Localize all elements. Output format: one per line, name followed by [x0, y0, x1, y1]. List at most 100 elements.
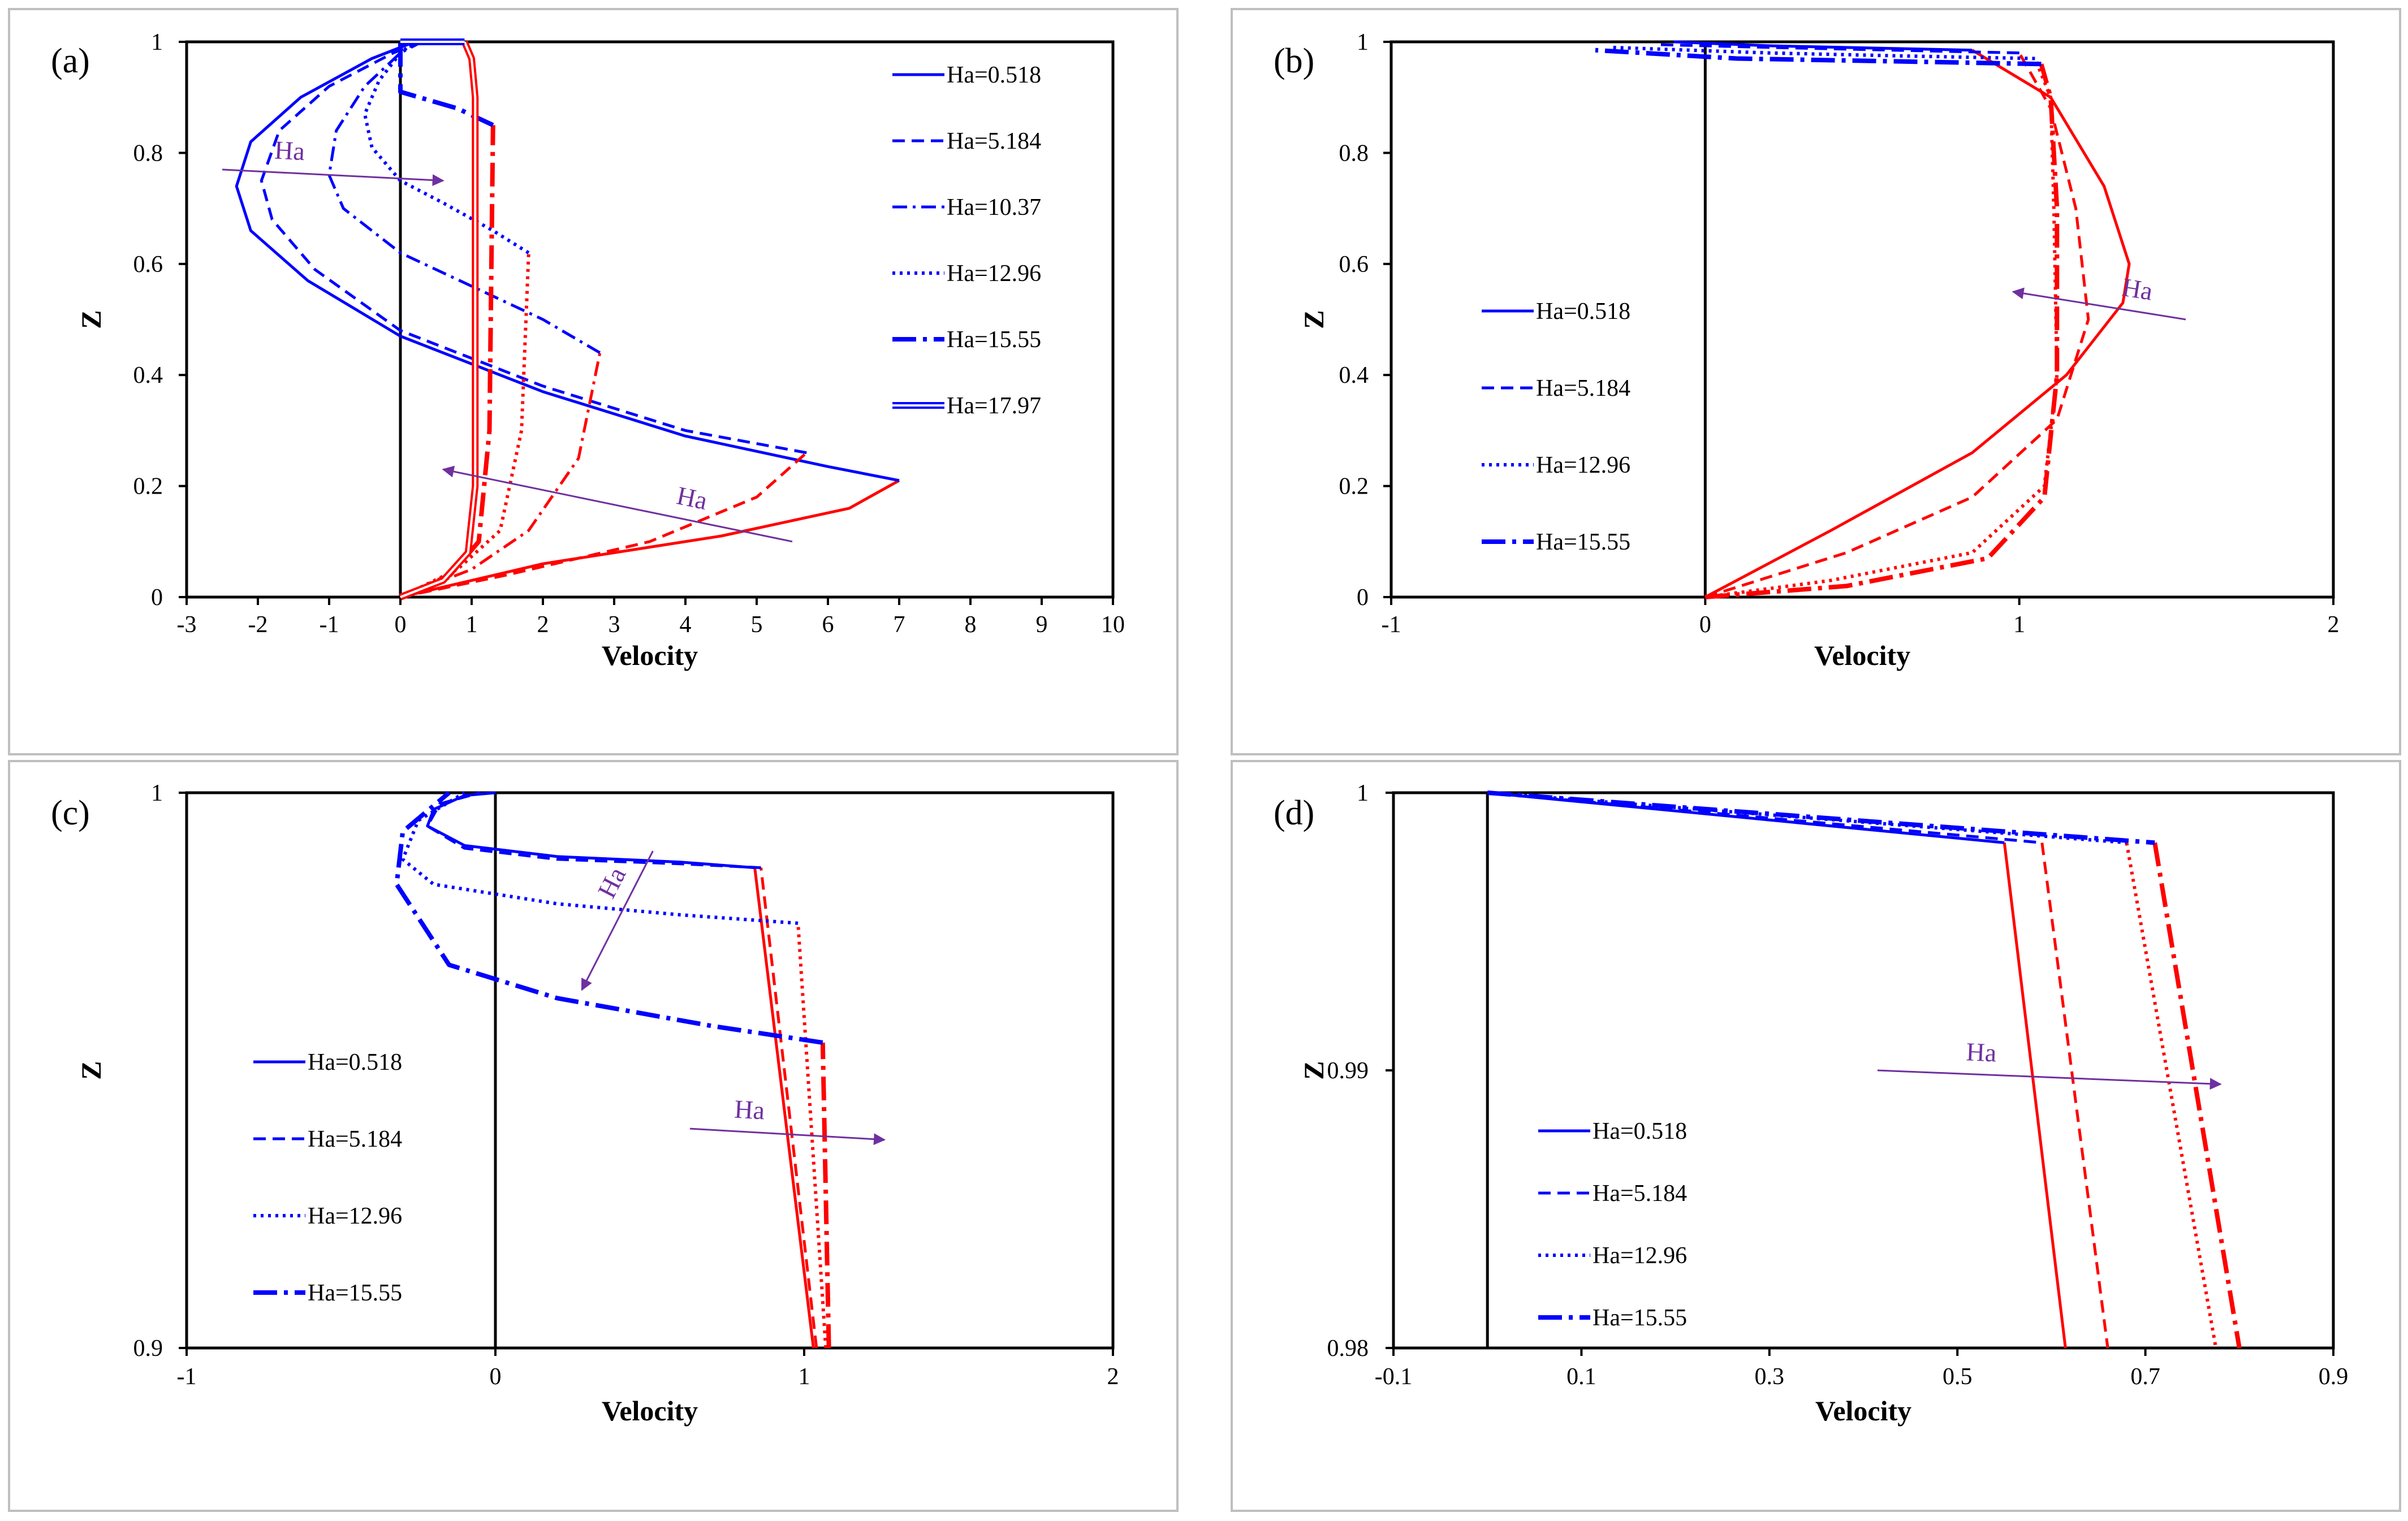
x-axis-title: Velocity	[1815, 1395, 1911, 1427]
panel-label: (c)	[51, 794, 90, 832]
y-tick-label: 0.2	[133, 474, 163, 500]
series-line-red-3	[820, 1042, 831, 1349]
legend-label: Ha=0.518	[1593, 1118, 1687, 1144]
x-axis-title: Velocity	[602, 639, 698, 671]
series-line-red-3	[1704, 63, 2060, 599]
series-line-blue-1	[260, 40, 807, 455]
y-tick-label: 1	[151, 780, 163, 806]
legend-label: Ha=0.518	[947, 62, 1041, 88]
legend-label: Ha=10.37	[947, 195, 1041, 221]
ha-arrow-label: Ha	[592, 862, 632, 902]
x-tick-label: 6	[822, 612, 834, 638]
chart-panel-a: -3 -2 -1 0 1 2 3 4 5 6 7 8 9 10 0 0.2 0.4 0.6 0.8 1 Velocity…	[8, 8, 1179, 755]
ha-arrow-label: Ha	[733, 1095, 765, 1125]
ha-arrow-label: Ha	[2120, 273, 2155, 306]
series-line-red-3	[2152, 842, 2242, 1349]
x-tick-label: -2	[248, 612, 268, 638]
plot-frame	[1389, 40, 2335, 599]
series-line-blue-1	[1658, 43, 2019, 55]
x-tick-label: -1	[320, 612, 339, 638]
x-tick-label: 1	[466, 612, 478, 638]
x-tick-label: 4	[680, 612, 692, 638]
series-line-blue-0	[1673, 40, 1973, 52]
series-line-blue-1	[1487, 791, 2043, 844]
x-tick-label: 10	[1101, 612, 1125, 638]
series-line-blue-0	[426, 791, 755, 870]
series-line-red-0	[400, 479, 900, 599]
series-line-red-0	[2003, 842, 2067, 1349]
chart-svg: -0.1 0.1 0.3 0.5 0.7 0.9 0.98 0.99 1 Velocity Z (d)…	[1274, 780, 2349, 1427]
y-tick-label: 0.6	[1339, 252, 1369, 278]
panel-label: (b)	[1274, 42, 1314, 80]
series-line-red-2	[2125, 842, 2218, 1349]
ha-arrow	[442, 465, 793, 543]
series-line-red-2	[1704, 58, 2059, 599]
series-line-blue-3	[363, 40, 530, 254]
y-tick-label: 0.2	[1339, 474, 1369, 500]
plot-frame	[185, 40, 1115, 599]
ha-arrow-label: Ha	[674, 481, 710, 515]
legend-label: Ha=17.97	[947, 393, 1041, 419]
x-tick-label: -1	[177, 1364, 197, 1390]
legend-label: Ha=12.96	[308, 1203, 402, 1229]
series-line-red-0	[753, 867, 815, 1349]
legend-label: Ha=0.518	[1536, 299, 1630, 325]
legend-label: Ha=12.96	[1593, 1243, 1687, 1269]
x-tick-label: 0	[1699, 612, 1711, 638]
series-line-blue-2	[1611, 45, 2035, 61]
series-line-red-1	[2040, 842, 2109, 1349]
ha-arrow	[689, 1127, 886, 1146]
plot-frame	[185, 791, 1115, 1350]
ha-arrow-label: Ha	[274, 135, 305, 166]
x-tick-label: 9	[1036, 612, 1048, 638]
x-tick-label: 3	[609, 612, 620, 638]
x-tick-label: 2	[1107, 1364, 1119, 1390]
series-line-red-4	[399, 125, 495, 599]
x-tick-label: 0.3	[1755, 1364, 1785, 1390]
ha-arrow	[581, 850, 654, 991]
chart-svg: -1 0 1 2 0 0.2 0.4 0.6 0.8 1 Velocity Z (b) Ha Ha=0.51…	[1274, 29, 2340, 671]
y-axis-title: Z	[75, 1061, 107, 1079]
chart-svg: -1 0 1 2 0.9 1 Velocity Z (c) Ha Ha Ha=0.518 Ha=5.18…	[51, 780, 1119, 1427]
series-line-blue-4	[398, 42, 494, 127]
series-line-blue-1	[426, 791, 761, 870]
y-tick-label: 1	[1357, 780, 1369, 806]
y-tick-label: 0.99	[1327, 1058, 1369, 1084]
legend-label: Ha=12.96	[1536, 452, 1630, 478]
series-line-red-0	[1704, 49, 2131, 599]
series-line-red-3	[399, 253, 530, 599]
x-tick-label: -3	[177, 612, 197, 638]
panel-label: (d)	[1274, 794, 1314, 832]
x-tick-label: 7	[894, 612, 905, 638]
legend-label: Ha=15.55	[1593, 1305, 1687, 1331]
chart-panel-b: -1 0 1 2 0 0.2 0.4 0.6 0.8 1 Velocity Z (b) Ha Ha=0.51…	[1231, 8, 2401, 755]
series-line-red-5	[399, 40, 479, 600]
legend-label: Ha=15.55	[947, 327, 1041, 353]
ha-arrow-label: Ha	[1966, 1037, 1997, 1067]
series-line-blue-3	[1487, 790, 2155, 845]
y-tick-label: 0	[1357, 585, 1369, 611]
series-line-blue-3	[1595, 47, 2042, 67]
ha-arrow	[2012, 287, 2186, 321]
x-tick-label: 0.7	[2130, 1364, 2160, 1390]
chart-panel-d: -0.1 0.1 0.3 0.5 0.7 0.9 0.98 0.99 1 Velocity Z (d)…	[1231, 760, 2401, 1512]
y-tick-label: 1	[151, 29, 163, 55]
chart-panel-c: -1 0 1 2 0.9 1 Velocity Z (c) Ha Ha Ha=0.518 Ha=5.18…	[8, 760, 1179, 1512]
x-tick-label: 0	[490, 1364, 502, 1390]
legend-label: Ha=15.55	[1536, 529, 1630, 555]
series-line-blue-2	[327, 40, 601, 355]
plot-frame	[1392, 791, 2335, 1350]
x-tick-label: 0.9	[2319, 1364, 2349, 1390]
y-tick-label: 0.9	[133, 1336, 163, 1362]
series-line-red-2	[796, 923, 828, 1349]
y-tick-label: 0.4	[1339, 362, 1369, 388]
x-tick-label: -0.1	[1375, 1364, 1413, 1390]
panel-label: (a)	[51, 42, 90, 80]
x-tick-label: 5	[751, 612, 763, 638]
series-line-red-1	[1704, 52, 2090, 599]
x-tick-label: 8	[965, 612, 977, 638]
x-tick-label: 1	[2013, 612, 2025, 638]
y-axis-title: Z	[1298, 310, 1330, 329]
x-tick-label: 0.5	[1943, 1364, 1973, 1390]
series-line-red-1	[400, 451, 808, 599]
